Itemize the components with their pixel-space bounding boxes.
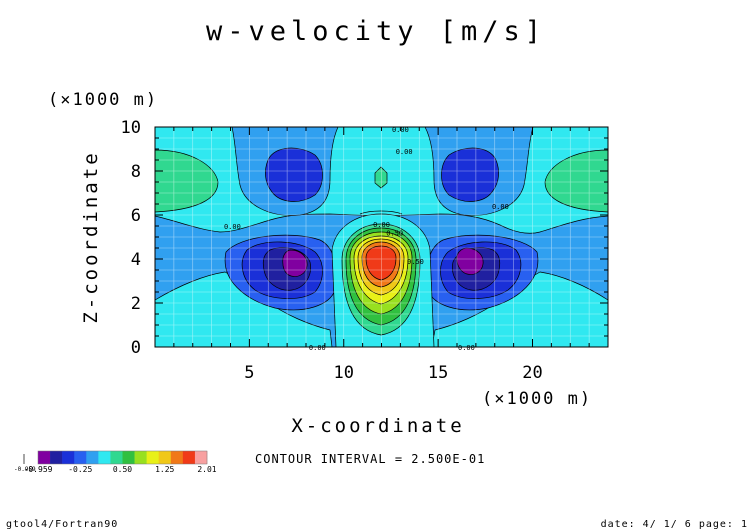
colorbar-swatch: [122, 451, 135, 464]
colorbar-swatch: [110, 451, 123, 464]
x-tick-label: 5: [244, 363, 254, 383]
y-unit-label: (×1000 m): [48, 90, 158, 110]
colorbar-swatch: [62, 451, 75, 464]
colorbar-extra-label: -0.959: [14, 466, 36, 473]
plot-grid: [155, 127, 608, 347]
contour-label: 0.00: [373, 221, 390, 229]
contour-fill-upper-left-dark: [265, 147, 323, 202]
contour-plot-area: [155, 127, 608, 347]
colorbar-swatch: [158, 451, 172, 464]
contour-label: 0.00: [458, 344, 475, 352]
footer-right-text: date: 4/ 1/ 6 page: 1: [601, 519, 748, 530]
contour-label: 0.50: [407, 258, 424, 266]
contour-interval-text: CONTOUR INTERVAL = 2.500E-01: [255, 452, 485, 466]
contour-label: 0.00: [224, 223, 241, 231]
colorbar-swatch: [86, 451, 99, 464]
colorbar-legend: -0.959-0.959 -0.25 0.50 1.25 2.01: [14, 450, 217, 474]
y-tick-label: 10: [121, 118, 141, 138]
colorbar-swatch: [146, 451, 160, 464]
colorbar-swatch: [134, 451, 147, 464]
y-tick-label: 4: [131, 250, 141, 270]
colorbar-swatch: [50, 451, 63, 464]
y-tick-label: 8: [131, 162, 141, 182]
contour-fill-center-top-green: [374, 166, 388, 189]
x-tick-label: 20: [522, 363, 542, 383]
colorbar-tick-label: -0.959: [24, 465, 53, 474]
y-axis: 0 2 4 6 8 10: [121, 118, 608, 358]
colorbar-tick-label: 2.01: [197, 465, 216, 474]
colorbar-frame: [37, 450, 208, 465]
contour-fill-upper-right-dark: [441, 147, 499, 202]
contour-label: 0.50: [386, 230, 403, 238]
y-tick-label: 0: [131, 338, 141, 358]
colorbar-swatch: [182, 451, 196, 464]
chart-title: w-velocity [m/s]: [206, 16, 546, 47]
colorbar-tick-label: -0.25: [68, 465, 92, 474]
colorbar-swatch: [74, 451, 87, 464]
x-tick-label: 15: [428, 363, 448, 383]
contour-fill-lower-right-l4: [456, 247, 484, 275]
colorbar-swatch: [98, 451, 111, 464]
contour-label: 0.00: [309, 344, 326, 352]
contour-label: 0.00: [492, 203, 509, 211]
colorbar-tick-label: 0.50: [113, 465, 132, 474]
x-tick-label: 10: [334, 363, 354, 383]
footer-left-text: gtool4/Fortran90: [6, 519, 118, 530]
contour-fill-center-l8: [365, 245, 397, 281]
contour-label: 0.00: [396, 148, 413, 156]
x-axis: 5 10 15 20: [173, 127, 590, 383]
x-unit-label: (×1000 m): [482, 389, 592, 409]
colorbar-swatch: [170, 451, 184, 464]
colorbar-tick-label: 1.25: [155, 465, 174, 474]
colorbar-swatch: [38, 451, 51, 464]
y-axis-label: Z-coordinate: [80, 150, 102, 323]
colorbar-swatch: [194, 451, 208, 464]
x-axis-label: X-coordinate: [291, 415, 464, 437]
y-tick-label: 2: [131, 294, 141, 314]
y-tick-label: 6: [131, 206, 141, 226]
